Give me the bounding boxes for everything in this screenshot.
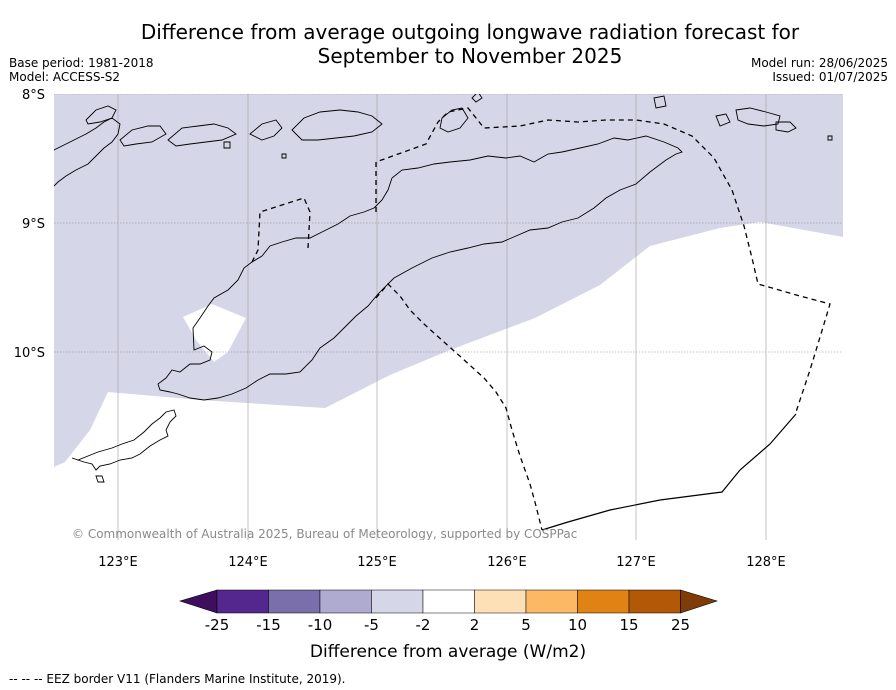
eez-border-solid	[541, 413, 797, 531]
colorbar-bin	[371, 589, 424, 614]
colorbar-tick: 2	[470, 616, 480, 634]
alor-island	[291, 109, 383, 141]
small-island-b	[281, 153, 287, 159]
meta-right: Model run: 28/06/2025 Issued: 01/07/2025	[751, 56, 888, 84]
lon-label-125e: 125°E	[357, 555, 397, 570]
colorbar-bin	[474, 589, 527, 614]
anomaly-gap	[183, 304, 246, 362]
small-island-c	[827, 135, 833, 141]
model-run: Model run: 28/06/2025	[750, 56, 888, 70]
model-name: Model: ACCESS-S2	[9, 70, 121, 84]
colorbar-bin	[319, 589, 372, 614]
colorbar-tick: -15	[256, 616, 281, 634]
small-island-a	[223, 141, 231, 149]
title-line-1: Difference from average outgoing longwav…	[140, 20, 800, 44]
map-panel: © Commonwealth of Australia 2025, Bureau…	[54, 94, 843, 541]
anomaly-region-shaded	[54, 94, 843, 467]
solor-island	[85, 105, 117, 125]
title-line-2: September to November 2025	[317, 44, 623, 68]
lon-label-123e: 123°E	[98, 555, 138, 570]
ndao-island	[95, 475, 105, 483]
colorbar-tick: -2	[416, 616, 431, 634]
colorbar-bin	[216, 589, 269, 614]
colorbar-label: Difference from average (W/m2)	[310, 642, 586, 662]
colorbar-tick: 5	[521, 616, 531, 634]
atauro-island	[439, 107, 469, 133]
issued-date: Issued: 01/07/2025	[772, 70, 888, 84]
flores-coast	[54, 117, 121, 187]
lat-label-10s: 10°S	[14, 346, 45, 361]
lon-label-126e: 126°E	[487, 555, 527, 570]
colorbar-tick: 10	[568, 616, 587, 634]
colorbar-tick: -5	[364, 616, 379, 634]
timor-island	[157, 135, 683, 401]
longitude-labels: 123°E 124°E 125°E 126°E 127°E 128°E	[98, 555, 786, 570]
colorbar-tick: -10	[308, 616, 333, 634]
colorbar-extend-high	[680, 589, 718, 614]
colorbar-bin	[577, 589, 630, 614]
lon-label-124e: 124°E	[228, 555, 268, 570]
colorbar-bin	[525, 589, 578, 614]
coastlines	[54, 94, 833, 483]
eez-border-dashed	[251, 107, 831, 531]
lakor-island	[775, 121, 797, 133]
rote-island	[71, 409, 177, 471]
lon-label-128e: 128°E	[746, 555, 786, 570]
pantar-island	[249, 119, 283, 141]
meridians	[117, 94, 767, 540]
colorbar-tick: 15	[619, 616, 638, 634]
colorbar: -25 -15 -10 -5 -2 2 5 10 15 25 Differenc…	[178, 589, 718, 662]
lembata-island	[167, 123, 237, 147]
colorbar-bin	[268, 589, 321, 614]
colorbar-bin	[628, 589, 681, 614]
latitude-labels: 8°S 9°S 10°S	[14, 88, 45, 361]
leti-island	[715, 113, 731, 127]
graticule	[54, 94, 843, 353]
lon-label-127e: 127°E	[616, 555, 656, 570]
kisar-island	[653, 95, 667, 109]
colorbar-bin	[422, 589, 475, 614]
colorbar-tick: 25	[671, 616, 690, 634]
moa-island	[735, 107, 781, 127]
eez-footnote: -- -- -- EEZ border V11 (Flanders Marine…	[9, 672, 346, 686]
meta-left: Base period: 1981-2018 Model: ACCESS-S2	[9, 56, 154, 84]
chart-title: Difference from average outgoing longwav…	[100, 20, 840, 68]
colorbar-tick: -25	[205, 616, 230, 634]
colorbar-extend-low	[178, 589, 218, 614]
adonara-island	[119, 125, 167, 147]
wetar-fragment	[471, 94, 483, 103]
copyright-notice: © Commonwealth of Australia 2025, Bureau…	[72, 527, 577, 541]
lat-label-8s: 8°S	[22, 88, 45, 103]
lat-label-9s: 9°S	[22, 217, 45, 232]
base-period: Base period: 1981-2018	[9, 56, 154, 70]
